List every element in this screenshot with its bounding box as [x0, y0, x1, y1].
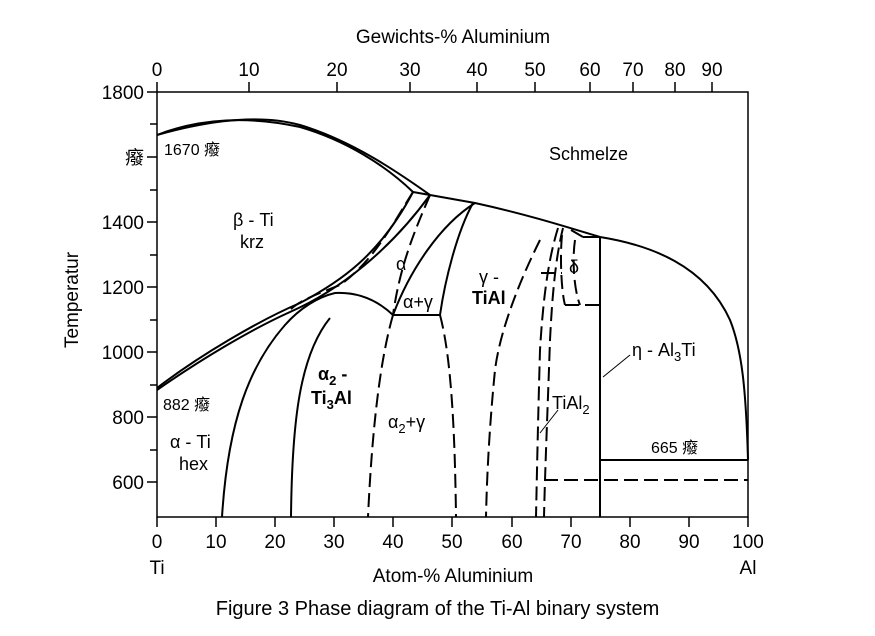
alpha2-gamma-label: α2+γ	[388, 412, 425, 436]
alpha-ti-sub-label: hex	[179, 454, 208, 474]
figure-caption: Figure 3 Phase diagram of the Ti-Al bina…	[215, 598, 660, 620]
top-tick-label: 80	[664, 60, 685, 81]
bottom-tick-label: 0	[152, 532, 163, 553]
melt-temp-label: 1670 癈	[164, 141, 220, 159]
top-tick-label: 70	[622, 60, 643, 81]
left-tick-label: 800	[112, 408, 144, 429]
left-tick-label: 癈	[125, 147, 144, 169]
eutectic-temp-label: 665 癈	[651, 439, 698, 457]
bottom-tick-label: 90	[678, 532, 699, 553]
eta-sub: 3	[674, 349, 681, 364]
beta-ti-sub-label: krz	[240, 232, 264, 252]
eta-suffix: Ti	[681, 340, 695, 360]
ti3al-suffix: Al	[334, 388, 352, 408]
phase-boundaries	[156, 118, 749, 518]
bottom-tick-label: 10	[205, 532, 226, 553]
bottom-tick-label: 50	[441, 532, 462, 553]
left-tick-label: 1000	[102, 343, 144, 364]
alpha2-label: α2 -	[318, 364, 347, 388]
gamma-label: γ -	[479, 267, 499, 287]
tial2-label: TiAl2	[552, 393, 590, 417]
top-tick-label: 30	[399, 60, 420, 81]
bottom-tick-label: 30	[323, 532, 344, 553]
bottom-tick-label: 40	[382, 532, 403, 553]
delta-label: δ	[569, 257, 579, 277]
right-element-label: Al	[740, 558, 757, 579]
eta-prefix: η - Al	[632, 340, 674, 360]
left-tick-label: 1400	[102, 213, 144, 234]
top-axis	[156, 82, 713, 92]
beta-ti-label: β - Ti	[233, 210, 274, 230]
left-tick-label: 600	[112, 473, 144, 494]
bottom-tick-label: 60	[501, 532, 522, 553]
bottom-tick-label: 100	[732, 532, 764, 553]
alpha-gamma-label: α+γ	[403, 292, 433, 312]
top-tick-label: 10	[238, 60, 259, 81]
bottom-tick-label: 70	[560, 532, 581, 553]
liquid-label: Schmelze	[549, 144, 628, 164]
ti3al-prefix: Ti	[311, 388, 327, 408]
transition-temp-label: 882 癈	[163, 396, 210, 414]
top-tick-label: 50	[524, 60, 545, 81]
bottom-axis-title: Atom-% Aluminium	[373, 566, 534, 587]
alpha-ti-label: α - Ti	[170, 432, 211, 452]
left-tick-label: 1800	[102, 83, 144, 104]
tial2-sub: 2	[582, 402, 589, 417]
tial-label: TiAl	[472, 288, 506, 308]
top-tick-label: 0	[152, 60, 163, 81]
alpha-label: α	[396, 254, 406, 274]
bottom-axis	[156, 517, 749, 527]
ti3al-label: Ti3Al	[311, 388, 352, 412]
left-axis	[147, 91, 157, 483]
alpha2-dash: -	[336, 364, 347, 384]
top-axis-title: Gewichts-% Aluminium	[356, 27, 550, 48]
tial2-prefix: TiAl	[552, 393, 582, 413]
alpha2-gamma-sub: 2	[398, 421, 405, 436]
top-tick-label: 40	[466, 60, 487, 81]
left-axis-title: Temperatur	[62, 251, 83, 348]
alpha2-gamma-suffix: +γ	[406, 412, 426, 432]
bottom-tick-label: 20	[264, 532, 285, 553]
phase-boundaries-dashed	[289, 191, 748, 518]
tial2-leader-line	[539, 409, 559, 434]
top-tick-label: 60	[579, 60, 600, 81]
alpha2-top: α	[318, 364, 329, 384]
ti3al-sub: 3	[327, 397, 334, 412]
top-tick-label: 90	[701, 60, 722, 81]
eta-leader-line	[602, 354, 631, 378]
left-element-label: Ti	[149, 558, 164, 579]
eta-label: η - Al3Ti	[632, 340, 696, 364]
alpha2-gamma-prefix: α	[388, 412, 398, 432]
alpha2-sub: 2	[329, 373, 336, 388]
top-tick-label: 20	[326, 60, 347, 81]
bottom-tick-label: 80	[619, 532, 640, 553]
left-tick-label: 1200	[102, 278, 144, 299]
